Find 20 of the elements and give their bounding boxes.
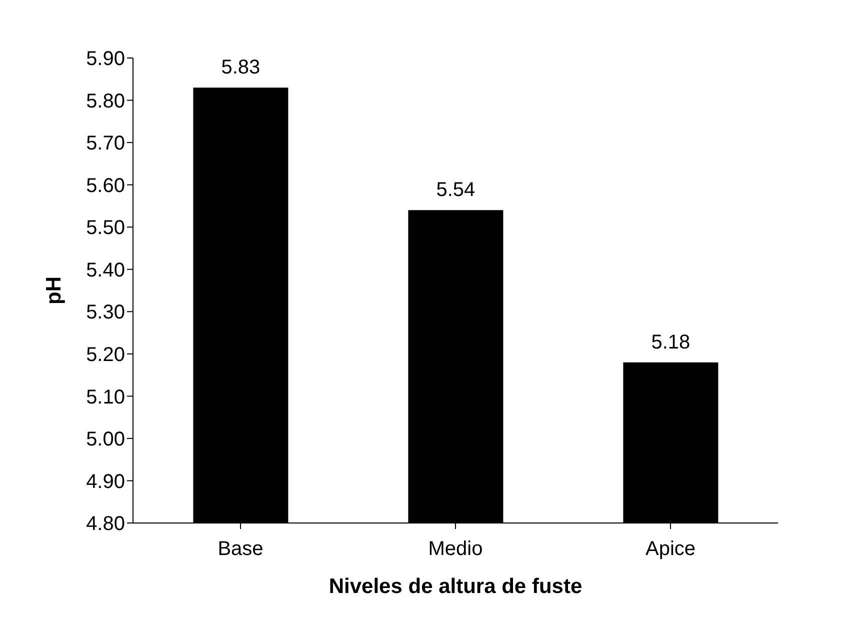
y-tick-label: 5.60 xyxy=(86,174,125,197)
y-tick-label: 5.40 xyxy=(86,259,125,282)
y-tick-label: 5.80 xyxy=(86,90,125,112)
y-tick-label: 5.30 xyxy=(86,302,125,324)
y-tick-label: 5.50 xyxy=(86,217,125,240)
x-tick-label: Apice xyxy=(645,538,696,560)
y-tick-label: 5.10 xyxy=(86,386,125,408)
y-axis-title: pH xyxy=(42,276,66,304)
y-tick-label: 5.20 xyxy=(86,344,125,366)
y-tick-label: 5.00 xyxy=(86,428,125,451)
x-axis-title: Niveles de altura de fuste xyxy=(328,575,582,598)
y-tick-label: 4.80 xyxy=(86,513,125,536)
y-tick-label: 5.70 xyxy=(86,132,125,155)
y-tick-label: 5.90 xyxy=(86,48,125,70)
data-label: 5.54 xyxy=(436,179,476,202)
x-tick-label: Base xyxy=(218,538,264,560)
y-tick-label: 4.90 xyxy=(86,470,125,493)
x-tick-label: Medio xyxy=(428,538,483,560)
data-label: 5.18 xyxy=(651,331,690,354)
data-label: 5.83 xyxy=(221,56,260,79)
